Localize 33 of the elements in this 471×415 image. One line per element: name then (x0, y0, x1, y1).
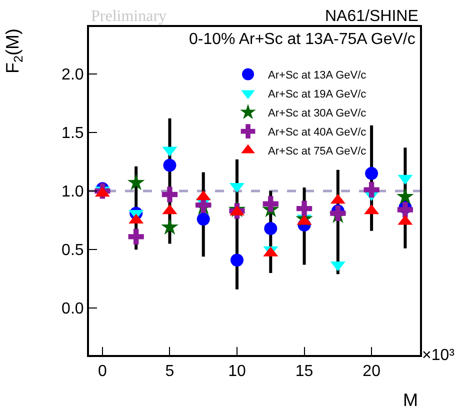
legend-label: Ar+Sc at 40A GeV/c (268, 126, 367, 139)
y-tick-label: 1.5 (62, 125, 84, 142)
point (162, 186, 178, 202)
x-tick-label: 5 (165, 363, 174, 380)
chart-title: NA61/SHINE (325, 8, 418, 25)
point (365, 166, 378, 180)
text: ×10³ (422, 347, 456, 364)
point (397, 202, 413, 218)
x-axis-title: M (403, 390, 418, 410)
point (128, 228, 144, 244)
chart-subtitle: 0-10% Ar+Sc at 13A-75A GeV/c (189, 31, 416, 48)
legend-label: Ar+Sc at 19A GeV/c (268, 88, 367, 101)
y-tick-label: 0.5 (62, 242, 84, 260)
y-tick-label: 2.0 (62, 66, 84, 84)
point (127, 174, 145, 190)
x-tick-label: 20 (362, 363, 381, 380)
point (161, 218, 178, 235)
y-tick-label: 1.0 (62, 184, 84, 201)
point (296, 200, 312, 216)
legend-label: Ar+Sc at 30A GeV/c (268, 108, 367, 120)
x-tick-label: 10 (228, 363, 246, 380)
y-tick-label: 0.0 (62, 300, 84, 318)
x-tick-label: 0 (98, 363, 108, 380)
point (396, 188, 414, 204)
x-tick-label: 15 (295, 363, 314, 380)
point (364, 182, 380, 198)
point (264, 222, 278, 235)
legend-label: Ar+Sc at 75A GeV/c (268, 146, 367, 158)
point (196, 212, 210, 226)
legend-label: Ar+Sc at 13A GeV/c (268, 70, 367, 82)
point (163, 158, 176, 172)
point (230, 254, 244, 267)
point (262, 196, 278, 212)
